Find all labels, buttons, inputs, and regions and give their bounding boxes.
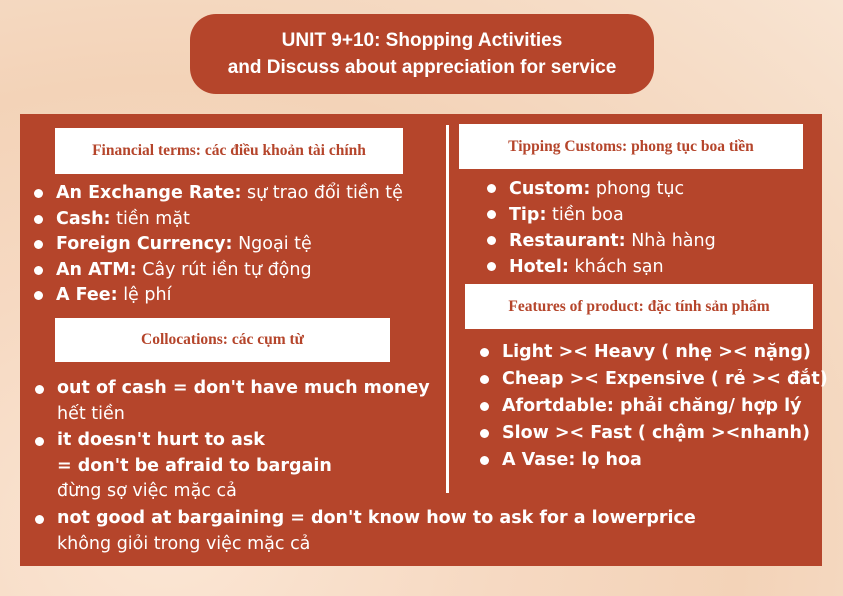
definition: phong tục [590,179,685,199]
collocation-en: out of cash = don't have much money [57,378,430,398]
collocation-vi: đừng sợ việc mặc cả [57,481,237,501]
features-header-text: Features of product: đặc tính sản phẩm [508,297,770,315]
list-item: Light >< Heavy ( nhẹ >< nặng) [480,339,828,366]
list-item: Slow >< Fast ( chậm ><nhanh) [480,420,828,447]
list-item: Foreign Currency: Ngoại tệ [34,232,403,258]
definition: lệ phí [117,285,172,306]
collocations-header-text: Collocations: các cụm từ [141,331,304,348]
collocation-item: not good at bargaining = don't know how … [35,506,696,557]
features-header: Features of product: đặc tính sản phẩm [465,284,813,329]
title-banner: UNIT 9+10: Shopping Activities and Discu… [190,14,654,94]
tipping-customs-header-text: Tipping Customs: phong tục boa tiền [508,137,754,155]
term: An ATM: [56,259,137,280]
term: An Exchange Rate: [56,183,242,203]
list-item: Custom: phong tục [487,176,716,202]
list-item: Afortdable: phải chăng/ hợp lý [480,393,828,420]
list-item: An ATM: Cây rút iền tự động [34,258,403,284]
tipping-list: Custom: phong tục Tip: tiền boa Restaura… [487,176,716,280]
term: Hotel: [509,257,569,277]
financial-terms-list: An Exchange Rate: sự trao đổi tiền tệ Ca… [34,181,403,309]
collocation-vi: không giỏi trong việc mặc cả [57,533,311,554]
collocation-en: it doesn't hurt to ask [57,430,265,450]
term: Custom: [509,179,591,199]
term: Cash: [56,208,111,229]
definition: Nhà hàng [625,231,716,251]
list-item: Hotel: khách sạn [487,254,716,280]
title-line-1: UNIT 9+10: Shopping Activities [281,30,563,51]
bullet-icon [35,515,44,524]
collocation-en-2: = don't be afraid to bargain [57,455,332,476]
financial-terms-header-text: Financial terms: các điều khoản tài chín… [92,142,366,159]
list-item: Cash: tiền mặt [34,207,403,233]
list-item: Cheap >< Expensive ( rẻ >< đắt) [480,366,828,393]
term: Tip: [509,205,547,225]
list-item: An Exchange Rate: sự trao đổi tiền tệ [34,181,403,207]
term: Foreign Currency: [56,234,233,255]
features-list: Light >< Heavy ( nhẹ >< nặng) Cheap >< E… [480,339,828,474]
term: A Fee: [56,285,118,306]
list-item: Tip: tiền boa [487,202,716,228]
definition: tiền mặt [110,208,190,229]
list-item: A Fee: lệ phí [34,283,403,309]
title-line-2: and Discuss about appreciation for servi… [227,57,617,78]
definition: Cây rút iền tự động [136,259,312,280]
definition: tiền boa [546,205,624,225]
financial-terms-header: Financial terms: các điều khoản tài chín… [55,128,403,174]
collocations-header: Collocations: các cụm từ [55,318,390,362]
term: Restaurant: [509,231,626,251]
collocation-vi: hết tiền [57,403,125,424]
bullet-icon [35,385,44,394]
bullet-icon [35,437,44,446]
definition: khách sạn [568,257,664,277]
list-item: Restaurant: Nhà hàng [487,228,716,254]
collocation-en: not good at bargaining = don't know how … [57,508,696,528]
column-divider [446,125,449,493]
list-item: A Vase: lọ hoa [480,447,828,474]
collocation-item: out of cash = don't have much money hết … [35,376,430,427]
definition: sự trao đổi tiền tệ [241,183,403,203]
collocation-item: it doesn't hurt to ask = don't be afraid… [35,428,332,505]
tipping-customs-header: Tipping Customs: phong tục boa tiền [459,124,803,169]
definition: Ngoại tệ [232,234,312,255]
